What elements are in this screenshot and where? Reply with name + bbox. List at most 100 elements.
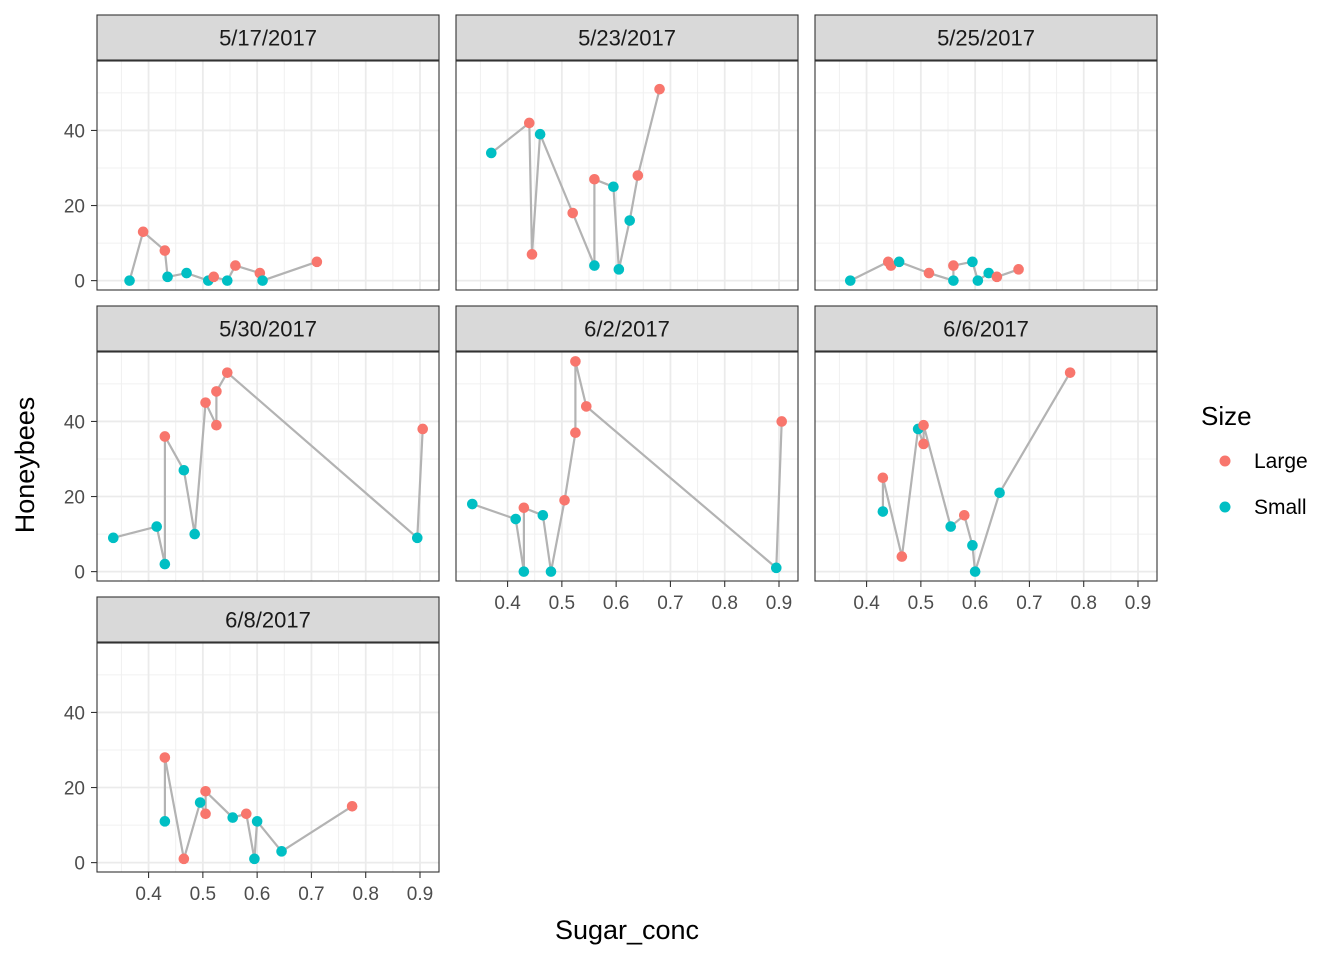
plot-background [456,61,798,290]
data-point-large [221,367,233,378]
data-point-small [608,181,619,193]
plot-background [815,61,1157,290]
data-point-large [523,117,535,129]
x-tick-label: 0.6 [244,884,270,905]
legend-label: Small [1254,496,1307,519]
facet-panel: 6/2/2017 0.4 0.5 0.6 0.7 0.8 0.9 [455,305,799,614]
panel-border [455,60,799,291]
x-tick-label: 0.9 [766,593,792,614]
data-point-large [200,785,211,797]
data-point-small [972,275,984,286]
facet-strip-label: 5/23/2017 [578,26,676,51]
x-axis-title: Sugar_conc [555,915,699,945]
data-point-small [178,464,190,476]
legend-key-large [1219,455,1231,467]
x-tick-label: 0.4 [494,593,521,614]
panel-border [96,642,440,873]
data-point-small [589,260,600,271]
data-point-small [249,853,260,865]
legend-entries: Large Small [1219,450,1308,519]
data-point-small [159,558,171,570]
facet-strip-label: 5/30/2017 [219,317,317,342]
x-tick-label: 0.6 [962,593,988,614]
data-point-small [994,487,1005,499]
data-point-large [417,423,429,435]
data-point-small [770,562,782,574]
data-point-small [107,532,119,544]
y-tick-label: 0 [74,563,85,584]
legend-title: Size [1201,401,1252,431]
data-point-small [948,275,959,286]
data-point-large [991,271,1003,283]
data-point-small [877,506,889,517]
facet-strip-label: 5/17/2017 [219,26,317,51]
facet-panel: 5/17/2017 0 20 40 [64,14,440,293]
plot-background [815,352,1157,581]
facet-strip-label: 6/2/2017 [584,317,670,342]
data-point-small [545,566,557,577]
data-point-small [151,521,163,532]
y-tick-label: 40 [64,703,85,724]
x-tick-label: 0.8 [712,593,738,614]
facet-strip [96,14,440,61]
legend: Size Large Small [1201,401,1308,519]
data-point-large [211,386,222,397]
data-point-small [844,275,856,286]
data-point-small [534,128,546,140]
data-point-small [624,215,636,226]
y-axis-title: Honeybees [10,397,40,534]
data-point-small [181,267,192,279]
data-point-large [589,173,600,185]
x-tick-label: 0.9 [1125,593,1151,614]
data-point-small [124,275,135,286]
data-point-large [570,427,581,439]
data-point-large [137,226,149,238]
data-point-large [877,472,889,484]
y-tick-label: 20 [64,197,85,218]
data-point-large [518,502,530,514]
x-tick-label: 0.5 [190,884,216,905]
y-tick-label: 40 [64,412,85,433]
x-tick-label: 0.5 [908,593,934,614]
data-point-small [162,271,173,283]
panel-border [96,351,440,582]
facet-strip-label: 6/8/2017 [225,608,311,633]
panel-border [814,60,1158,291]
data-point-large [200,808,211,820]
data-point-large [526,249,538,260]
panel-border [814,351,1158,582]
data-point-small [510,513,522,525]
facet-strip [814,305,1158,352]
data-point-large [580,401,592,412]
facet-panel: 6/8/2017 0 20 40 0.4 0.5 0.6 0.7 0.8 0.9 [64,596,440,905]
data-point-small [276,846,287,857]
y-tick-label: 40 [64,121,85,142]
connecting-line [163,757,353,860]
data-point-large [570,356,581,367]
facet-panel: 5/25/2017 [814,14,1158,291]
data-point-large [776,416,788,427]
x-tick-label: 0.7 [657,593,683,614]
facet-panels: 5/17/2017 0 20 40 5/23/2017 5/25/2017 5/30/201… [64,14,1158,905]
facet-strip-label: 5/25/2017 [937,26,1035,51]
data-point-small [983,267,995,279]
data-point-large [567,207,579,219]
data-point-large [958,510,970,521]
data-point-large [346,801,358,812]
data-point-small [967,540,978,551]
data-point-large [211,419,222,431]
data-point-large [311,256,323,268]
data-point-large [200,397,211,408]
data-point-large [923,267,935,279]
facet-strip-label: 6/6/2017 [943,317,1029,342]
x-tick-label: 0.5 [549,593,575,614]
plot-background [97,61,439,290]
data-point-large [208,271,220,283]
data-point-small [969,566,981,577]
facet-panel: 6/6/2017 0.4 0.5 0.6 0.7 0.8 0.9 [814,305,1158,614]
x-tick-label: 0.8 [353,884,379,905]
y-tick-label: 20 [64,779,85,800]
data-point-large [1064,367,1076,378]
x-tick-label: 0.4 [853,593,880,614]
